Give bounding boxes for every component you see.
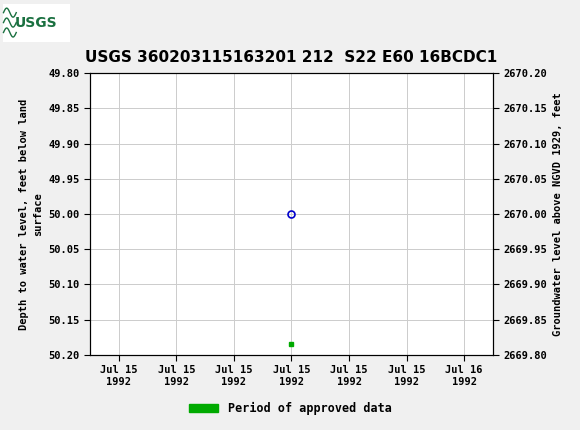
Y-axis label: Depth to water level, feet below land
surface: Depth to water level, feet below land su… xyxy=(19,98,43,329)
Legend: Period of approved data: Period of approved data xyxy=(184,397,396,420)
Title: USGS 360203115163201 212  S22 E60 16BCDC1: USGS 360203115163201 212 S22 E60 16BCDC1 xyxy=(85,50,498,65)
Y-axis label: Groundwater level above NGVD 1929, feet: Groundwater level above NGVD 1929, feet xyxy=(553,92,563,336)
Bar xyxy=(3,3,70,42)
Text: USGS: USGS xyxy=(14,15,57,30)
